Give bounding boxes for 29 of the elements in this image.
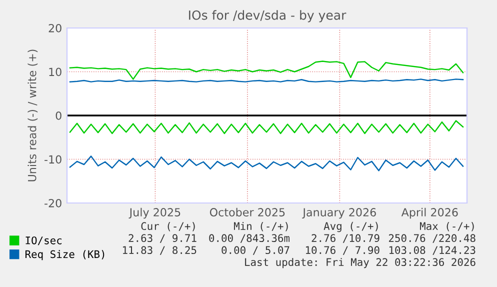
y-axis-title: Units read (-) / write (+): [28, 50, 38, 182]
text: 0.00 / 5.07: [222, 246, 290, 255]
text: Last update: Fri May 22 03:22:36 2026: [245, 258, 476, 268]
y-tick-label: 20: [48, 24, 62, 32]
text: 0.00 /843.36m: [209, 234, 290, 243]
text: 103.08 /124.23: [389, 246, 476, 255]
y-tick-label: -20: [44, 198, 62, 208]
line-series: [69, 156, 464, 172]
legend-label: Req Size (KB): [25, 250, 104, 260]
text: Min (-/+): [234, 222, 288, 232]
text: 10.76 / 7.90: [306, 246, 380, 255]
x-tick-label: January 2026: [302, 208, 376, 219]
line-series: [69, 60, 464, 80]
text: 2.76 /10.79: [312, 234, 380, 243]
text: 250.76 /220.48: [388, 234, 476, 243]
chart-title: IOs for /dev/sda - by year: [189, 10, 346, 22]
text: Cur (-/+): [141, 222, 195, 232]
text: Max (-/+): [420, 222, 474, 232]
text: 2.63 / 9.71: [128, 234, 196, 243]
x-tick-label: April 2026: [401, 208, 458, 219]
line-series: [69, 120, 464, 134]
x-tick-label: July 2025: [128, 208, 180, 219]
y-tick-label: 0: [56, 111, 62, 120]
y-tick-label: 10: [49, 68, 62, 76]
text: Avg (-/+): [324, 222, 378, 232]
x-tick-label: October 2025: [210, 208, 285, 216]
legend-label: IO/sec: [26, 236, 62, 246]
y-tick-label: -10: [44, 155, 62, 164]
text: 11.83 / 8.25: [123, 246, 196, 255]
